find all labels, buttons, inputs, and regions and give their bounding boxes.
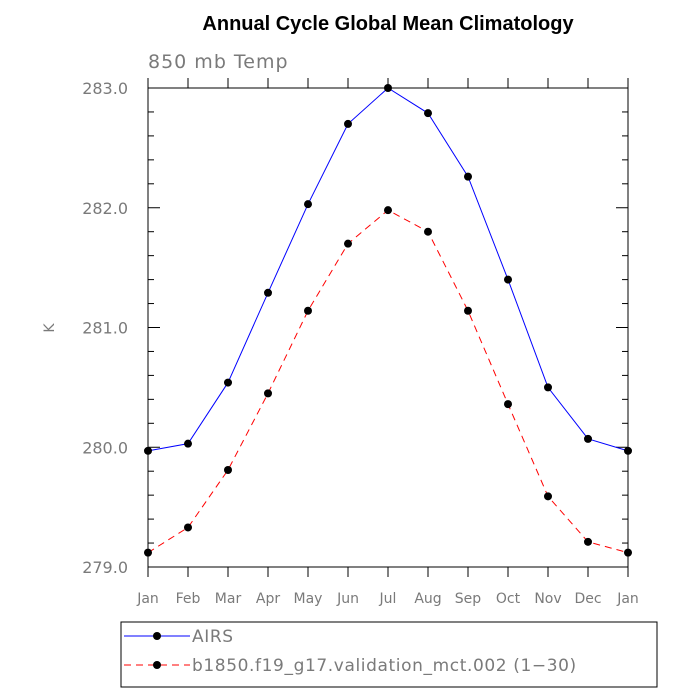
- y-tick-label: 281.0: [82, 319, 128, 338]
- series-1-point: [144, 446, 152, 455]
- plot-axes: [147, 87, 629, 568]
- series-2-point: [304, 306, 312, 315]
- y-tick-label: 280.0: [82, 438, 128, 457]
- series-2-point: [184, 523, 192, 532]
- x-tick-label: Oct: [496, 591, 521, 607]
- series-group: [144, 84, 632, 557]
- series-line-1: [147, 87, 629, 452]
- series-2-point: [504, 400, 512, 409]
- series-2-point: [464, 306, 472, 315]
- legend-box: [120, 621, 658, 688]
- x-tick-label: Apr: [256, 591, 280, 607]
- y-tick-label: 279.0: [82, 558, 128, 577]
- axis-ticks: [147, 78, 629, 577]
- legend-label-2: b1850.f19_g17.validation_mct.002 (1−30): [192, 656, 577, 676]
- series-2-point: [224, 466, 232, 475]
- series-1-point: [424, 109, 432, 118]
- series-1-point: [504, 275, 512, 284]
- x-tick-labels: Jan Feb Mar Apr May Jun Jul Aug Sep Oct Nov Dec Jan: [136, 591, 639, 607]
- x-tick-label: Jul: [379, 591, 397, 607]
- series-1-point: [344, 119, 352, 128]
- legend-label-1: AIRS: [192, 627, 234, 647]
- x-tick-label: Sep: [455, 591, 482, 607]
- series-2-point: [624, 548, 632, 557]
- legend-marker-2: [153, 661, 161, 669]
- series-line-2: [147, 209, 629, 554]
- series-1-point: [264, 288, 272, 297]
- series-1-point: [184, 439, 192, 448]
- x-tick-label: Feb: [176, 591, 201, 607]
- chart-title: Annual Cycle Global Mean Climatology: [202, 13, 574, 35]
- x-tick-label: Aug: [414, 591, 441, 607]
- x-tick-label: May: [294, 591, 323, 607]
- x-tick-label: Jan: [136, 591, 159, 607]
- series-2-point: [144, 548, 152, 557]
- series-2-point: [584, 537, 592, 546]
- plot-frame: [147, 87, 629, 568]
- series-2-point: [264, 389, 272, 398]
- series-1-point: [304, 200, 312, 209]
- series-1-point: [624, 446, 632, 455]
- legend-marker-1: [153, 632, 161, 640]
- y-tick-label: 283.0: [82, 79, 128, 98]
- series-2-point: [344, 239, 352, 248]
- legend: AIRS b1850.f19_g17.validation_mct.002 (1−…: [124, 627, 577, 676]
- x-tick-label: Mar: [215, 591, 242, 607]
- x-tick-label: Nov: [534, 591, 561, 607]
- series-2-point: [544, 492, 552, 501]
- y-tick-label: 282.0: [82, 199, 128, 218]
- x-tick-label: Dec: [574, 591, 601, 607]
- series-1-point: [544, 383, 552, 392]
- series-1-point: [224, 378, 232, 387]
- x-tick-label: Jun: [336, 591, 359, 607]
- chart-subtitle: 850 mb Temp: [148, 51, 289, 73]
- y-tick-labels: 279.0 280.0 281.0 282.0 283.0: [82, 79, 128, 577]
- series-2-point: [384, 206, 392, 215]
- series-1-point: [584, 434, 592, 443]
- series-2-point: [424, 227, 432, 236]
- y-axis-label: K: [42, 323, 58, 333]
- x-tick-label: Jan: [616, 591, 639, 607]
- series-1-point: [464, 172, 472, 181]
- series-1-point: [384, 84, 392, 92]
